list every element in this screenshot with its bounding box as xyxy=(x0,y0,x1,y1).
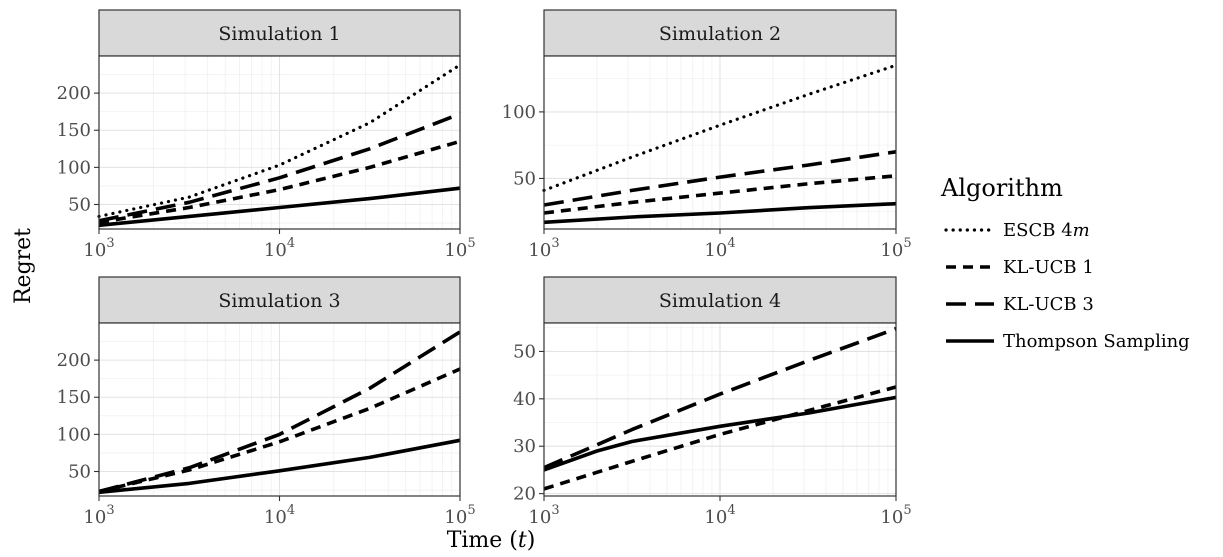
x-axis-title-suffix: ) xyxy=(527,528,536,553)
x-tick-label: 104 xyxy=(264,503,295,528)
y-tick-label: 100 xyxy=(502,102,536,123)
y-tick-label: 100 xyxy=(57,157,91,178)
x-tick-label-base: 10 xyxy=(704,507,727,528)
x-tick-label-exponent: 4 xyxy=(727,236,735,251)
x-tick-label-base: 10 xyxy=(704,240,727,261)
legend-label-kl-ucb-1: KL-UCB 1 xyxy=(1003,257,1094,278)
x-axis-title-prefix: Time ( xyxy=(447,528,518,553)
x-tick-label-base: 10 xyxy=(444,240,467,261)
x-tick-label: 103 xyxy=(83,503,114,528)
y-tick-label: 150 xyxy=(57,387,91,408)
x-tick-label: 104 xyxy=(264,236,295,261)
x-tick-label: 104 xyxy=(704,236,735,261)
legend-label-text: ESCB 4 xyxy=(1003,220,1073,241)
x-tick-label-exponent: 3 xyxy=(551,503,559,518)
y-axis-title: Regret xyxy=(11,228,36,304)
x-axis-title: Time (t) xyxy=(447,528,536,553)
y-tick-label: 50 xyxy=(513,341,536,362)
y-tick-label: 40 xyxy=(513,389,536,410)
x-tick-label-exponent: 5 xyxy=(903,503,911,518)
legend-label-escb-4m: ESCB 4m xyxy=(1003,220,1090,241)
x-tick-label-base: 10 xyxy=(880,240,903,261)
x-tick-label-base: 10 xyxy=(83,507,106,528)
x-tick-label-exponent: 3 xyxy=(106,236,114,251)
legend-title: Algorithm xyxy=(940,174,1063,202)
x-tick-label: 103 xyxy=(528,236,559,261)
legend-label-math: m xyxy=(1073,220,1090,241)
x-tick-label: 103 xyxy=(528,503,559,528)
panel-title: Simulation 4 xyxy=(659,290,781,312)
y-tick-label: 150 xyxy=(57,120,91,141)
legend-label-thompson-sampling: Thompson Sampling xyxy=(1003,331,1190,352)
panel-title: Simulation 1 xyxy=(218,23,340,45)
x-tick-label-exponent: 3 xyxy=(551,236,559,251)
x-tick-label-exponent: 5 xyxy=(467,236,475,251)
x-tick-label-exponent: 5 xyxy=(467,503,475,518)
y-tick-label: 50 xyxy=(513,168,536,189)
x-tick-label: 105 xyxy=(880,236,911,261)
x-tick-label-exponent: 3 xyxy=(106,503,114,518)
y-tick-label: 200 xyxy=(57,350,91,371)
x-tick-label: 103 xyxy=(83,236,114,261)
y-tick-label: 20 xyxy=(513,484,536,505)
y-tick-label: 50 xyxy=(68,194,91,215)
x-tick-label-exponent: 4 xyxy=(287,503,295,518)
x-tick-label: 104 xyxy=(704,503,735,528)
x-tick-label-exponent: 4 xyxy=(727,503,735,518)
x-tick-label-base: 10 xyxy=(528,240,551,261)
x-tick-label-base: 10 xyxy=(83,240,106,261)
y-tick-label: 100 xyxy=(57,424,91,445)
x-tick-label-exponent: 4 xyxy=(287,236,295,251)
x-tick-label: 105 xyxy=(880,503,911,528)
x-tick-label-exponent: 5 xyxy=(903,236,911,251)
legend-label-kl-ucb-3: KL-UCB 3 xyxy=(1003,294,1094,315)
y-tick-label: 200 xyxy=(57,83,91,104)
y-tick-label: 50 xyxy=(68,461,91,482)
x-tick-label-base: 10 xyxy=(264,240,287,261)
x-tick-label-base: 10 xyxy=(528,507,551,528)
panel-title: Simulation 2 xyxy=(659,23,781,45)
x-tick-label-base: 10 xyxy=(264,507,287,528)
x-axis-title-var: t xyxy=(518,528,527,553)
x-tick-label-base: 10 xyxy=(880,507,903,528)
legend: Algorithm ESCB 4m KL-UCB 1 KL-UCB 3 Thompso… xyxy=(940,174,1190,352)
y-tick-label: 30 xyxy=(513,436,536,457)
x-tick-label: 105 xyxy=(444,236,475,261)
panel-title: Simulation 3 xyxy=(218,290,340,312)
x-tick-label: 105 xyxy=(444,503,475,528)
x-tick-label-base: 10 xyxy=(444,507,467,528)
